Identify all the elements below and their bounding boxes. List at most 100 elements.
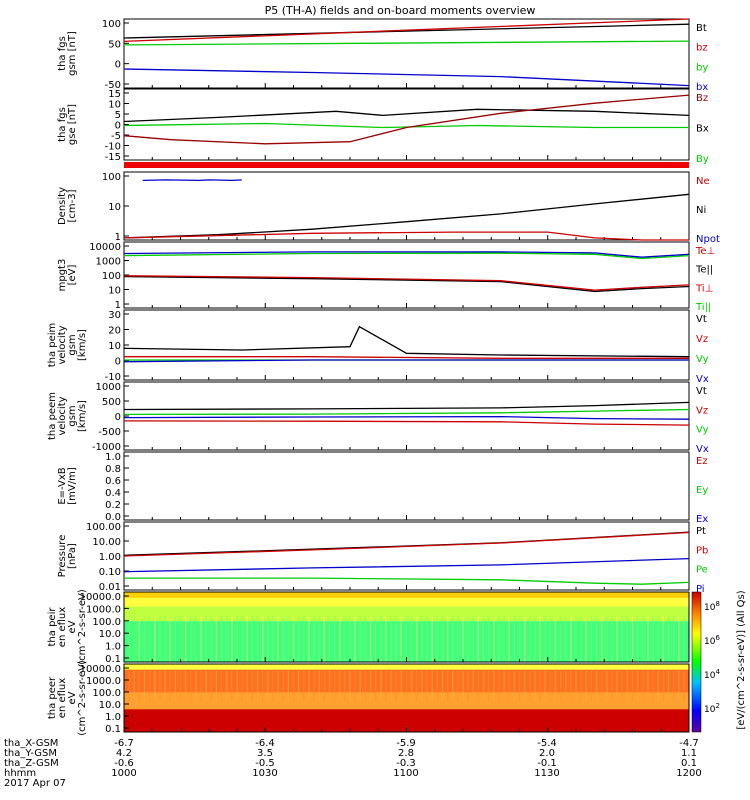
y-axis-label: [cm-3]	[67, 189, 78, 222]
series-line-Ne	[123, 231, 689, 241]
y-axis-label: en eflux	[57, 678, 68, 718]
heatmap-band	[124, 664, 689, 668]
footer-date: 2017 Apr 07	[4, 778, 66, 789]
y-axis-label: gse [nT]	[67, 104, 78, 145]
panel-frame	[123, 521, 690, 591]
y-axis-label: gsm	[67, 405, 78, 426]
series-line-by	[123, 40, 690, 46]
panel-frame	[123, 18, 690, 89]
y-axis-label: tha peir	[47, 607, 58, 647]
series-line-Te⊥	[123, 275, 690, 291]
footer-value: 1000	[111, 768, 136, 779]
y-tick-label: 1	[115, 232, 121, 243]
panel-frame	[123, 171, 690, 241]
panel-5: 30 20 10 0 -10 tha peim velocity gsm [km/s] Vt Vz V…	[47, 309, 709, 385]
y-tick-label: 0.4	[105, 488, 121, 499]
footer-value: 1030	[252, 768, 277, 779]
heatmap-band	[124, 717, 689, 722]
legend-entry: Ey	[696, 485, 708, 496]
footer-row-label: tha_Y-GSM	[4, 748, 57, 759]
y-axis-label: gsm [nT]	[67, 31, 78, 76]
y-tick-label: 30	[108, 310, 121, 321]
y-tick-label: 15	[108, 89, 121, 100]
y-axis-label: tha fgs	[57, 36, 68, 71]
series-line-Vz	[123, 420, 690, 426]
legend-entry: Pi	[696, 584, 705, 595]
footer-value: -6.4	[255, 738, 275, 749]
legend-entry: Vt	[696, 314, 707, 325]
legend-entry: Bz	[696, 93, 708, 104]
series-line-Vx	[123, 359, 689, 363]
y-tick-label: 0.01	[99, 582, 121, 593]
footer-value: 1100	[393, 768, 418, 779]
legend-entry: Te⊥	[695, 246, 715, 257]
y-tick-label: 10.0	[99, 629, 121, 640]
footer-value: -6.7	[114, 738, 134, 749]
y-tick-label: 10.0	[99, 700, 121, 711]
series-line-bx	[123, 68, 690, 87]
y-axis-label: Density	[57, 187, 68, 225]
legend-entry: Pt	[696, 526, 706, 537]
y-axis-label: tha peer	[47, 676, 58, 719]
legend-entry: Bt	[696, 23, 707, 34]
y-tick-label: 1000.0	[86, 676, 121, 687]
colorbar-gradient	[691, 591, 702, 733]
figure-title: P5 (TH-A) fields and on-board moments ov…	[265, 4, 536, 17]
y-tick-label: 1.00	[99, 552, 121, 563]
panel-3: 100 10 1 Density [cm-3] Ne Ni Npot	[57, 171, 720, 245]
series-line-Vt	[123, 401, 690, 411]
series-line-Vy	[123, 408, 690, 416]
y-tick-label: 10000.0	[80, 592, 121, 603]
panel-8: 100.00 10.00 1.00 0.10 0.01 Pressure [nPa] Pt Pb…	[57, 521, 708, 595]
y-tick-label: 0.6	[105, 476, 121, 487]
series-line-Vz	[124, 356, 689, 359]
legend-entry: by	[696, 62, 708, 73]
panel-frame	[123, 451, 690, 521]
footer-value: 1130	[534, 768, 559, 779]
panel-4: 10000 1000 100 10 1 mpgt3 [eV] Te⊥ Te|| Ti⊥ Ti||	[57, 241, 715, 313]
series-line-Bx	[123, 108, 690, 123]
y-axis-label: eV	[67, 620, 78, 633]
y-tick-label: 0.2	[105, 500, 121, 511]
y-tick-label: 100	[102, 271, 121, 282]
colorbar: 108 106 104 102 [eV/(cm^2-s-sr-eV)] (All Qs)	[691, 590, 747, 733]
heatmap-band	[124, 706, 689, 710]
y-tick-label: 0	[115, 60, 121, 71]
legend-entry: Vx	[696, 374, 709, 385]
y-tick-label: 100	[102, 19, 121, 30]
y-tick-label: 100	[102, 172, 121, 183]
y-axis-label: [mV/m]	[67, 467, 78, 505]
panel-frame	[123, 309, 690, 381]
y-tick-label: -10	[105, 372, 121, 383]
heatmap-band	[124, 606, 689, 610]
y-tick-label: 10000.0	[80, 664, 121, 675]
legend-entry: Pe	[696, 565, 708, 576]
footer-value: 2.0	[539, 748, 555, 759]
footer-value: 0.1	[681, 758, 697, 769]
footer-row-label: hhmm	[4, 768, 36, 779]
y-tick-label: 50	[108, 39, 121, 50]
y-tick-label: 0.10	[99, 567, 121, 578]
y-axis-label: tha peem	[47, 392, 58, 440]
legend-entry: bz	[696, 43, 708, 54]
y-tick-label: 0.8	[105, 464, 121, 475]
legend-entry: Bx	[696, 124, 709, 135]
series-line-Pb	[123, 531, 690, 557]
y-tick-label: 1	[115, 300, 121, 311]
heatmap-band	[124, 712, 689, 716]
y-tick-label: -50	[105, 80, 121, 91]
y-tick-label: 0	[115, 412, 121, 423]
legend-entry: Ti||	[695, 302, 711, 313]
y-tick-label: 10	[108, 286, 121, 297]
series-line-Vx	[123, 415, 690, 420]
footer-value: -0.5	[255, 758, 275, 769]
legend-entry: Vy	[696, 425, 709, 436]
y-tick-label: 0	[115, 121, 121, 132]
y-axis-label: [nPa]	[67, 543, 78, 569]
y-axis-label: eV	[67, 691, 78, 704]
y-tick-label: -10	[105, 142, 121, 153]
legend-entry: By	[696, 154, 709, 165]
legend-entry: Vt	[696, 386, 707, 397]
series-line-Bz	[123, 94, 690, 145]
